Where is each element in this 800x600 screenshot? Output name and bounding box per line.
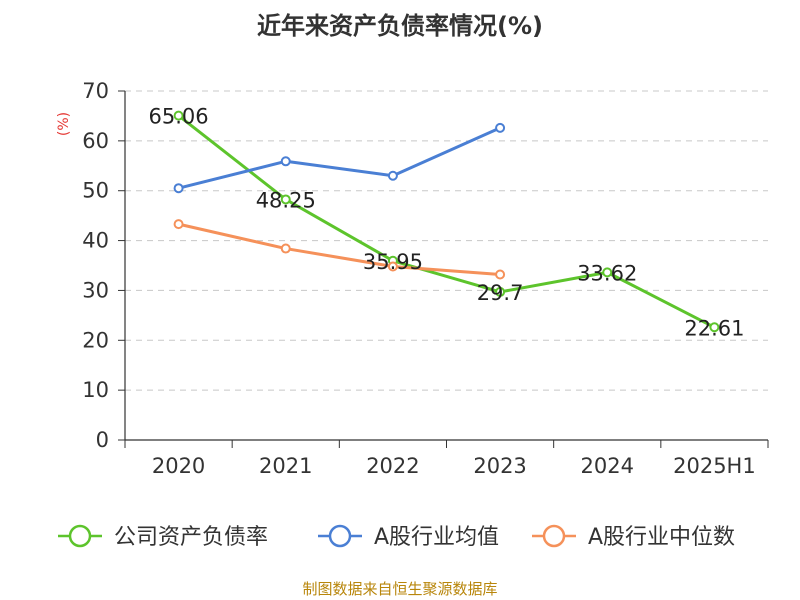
data-label: 48.25 <box>256 188 316 212</box>
y-tick-label: 20 <box>82 328 109 352</box>
data-point <box>495 269 506 280</box>
data-label: 22.61 <box>684 316 744 340</box>
data-labels: 65.06 48.25 35.95 29.7 33.62 22.61 <box>149 105 745 341</box>
legend-label: A股行业均值 <box>374 525 499 550</box>
data-label: 65.06 <box>149 105 209 129</box>
legend-marker <box>542 524 566 548</box>
x-tick-label: 2020 <box>152 454 205 478</box>
x-tick-label: 2022 <box>366 454 419 478</box>
source-note: 制图数据来自恒生聚源数据库 <box>302 580 498 598</box>
y-tick-label: 50 <box>82 179 109 203</box>
legend-marker <box>328 524 352 548</box>
data-point <box>280 156 291 167</box>
y-tick-label: 60 <box>82 129 109 153</box>
x-tick-label: 2023 <box>473 454 526 478</box>
grid-lines <box>125 90 768 391</box>
data-point <box>495 122 506 133</box>
series-line-2 <box>178 222 501 276</box>
legend-label: A股行业中位数 <box>588 525 735 550</box>
x-tick-label: 2025H1 <box>673 454 756 478</box>
x-tick-label: 2021 <box>259 454 312 478</box>
data-point <box>173 183 184 194</box>
data-point <box>387 170 398 181</box>
legend-label: 公司资产负债率 <box>114 525 268 550</box>
data-point <box>387 261 398 272</box>
data-point <box>709 322 720 333</box>
data-point <box>495 286 506 297</box>
legend: 公司资产负债率 A股行业均值 A股行业中位数 <box>58 524 735 550</box>
data-point <box>602 267 613 278</box>
series-lines <box>173 110 720 333</box>
y-axis-unit: (%) <box>56 112 72 136</box>
y-tick-label: 40 <box>82 229 109 253</box>
x-tick-label: 2024 <box>581 454 634 478</box>
data-label: 33.62 <box>577 261 637 285</box>
y-tick-label: 70 <box>82 79 109 103</box>
data-point <box>280 194 291 205</box>
data-point <box>173 219 184 230</box>
series-line-0 <box>177 114 716 329</box>
data-point <box>173 110 184 121</box>
chart-title: 近年来资产负债率情况(%) <box>257 12 543 40</box>
series-line-1 <box>178 126 501 190</box>
data-point <box>280 243 291 254</box>
data-label: 29.7 <box>477 281 524 305</box>
axes: 0 10 20 30 40 50 60 70 (%) 2020 2021 2022 2023 2024 20… <box>56 79 769 478</box>
y-tick-label: 0 <box>96 428 109 452</box>
data-label: 35.95 <box>363 250 423 274</box>
y-tick-label: 30 <box>82 278 109 302</box>
y-tick-label: 10 <box>82 378 109 402</box>
legend-marker <box>68 524 92 548</box>
